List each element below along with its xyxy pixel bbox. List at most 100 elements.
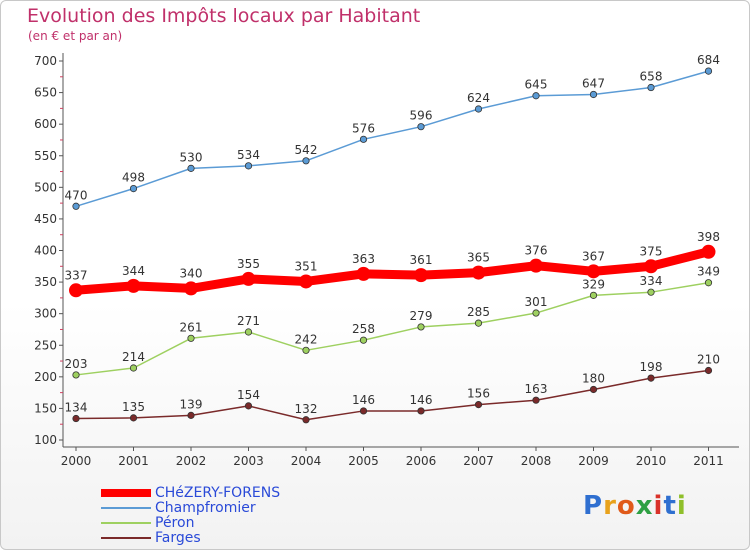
proxiti-logo: Proxiti [583,491,687,521]
y-tick-label: 650 [34,86,57,100]
data-label-0: 363 [352,252,375,266]
logo-letter: r [603,491,617,521]
data-label-1: 645 [525,78,548,92]
logo-letter: t [663,491,677,521]
data-label-1: 647 [582,76,605,90]
data-point-0 [241,271,256,286]
data-label-0: 375 [640,244,663,258]
data-point-3 [302,416,310,424]
data-point-1 [704,67,713,75]
data-label-3: 139 [180,397,203,411]
data-label-3: 198 [640,360,663,374]
data-label-2: 203 [65,357,88,371]
data-point-0 [69,283,83,298]
data-label-1: 470 [65,188,88,202]
data-label-3: 146 [352,393,375,407]
data-label-2: 334 [640,274,663,288]
data-point-3 [532,396,540,404]
data-label-0: 367 [582,249,605,263]
x-tick-label: 2003 [233,454,264,468]
data-label-3: 135 [122,400,145,414]
data-point-3 [129,414,138,422]
data-point-1 [532,92,540,100]
data-label-1: 596 [410,109,433,123]
x-tick-label: 2010 [636,454,667,468]
data-label-3: 134 [65,401,88,415]
x-tick-label: 2000 [61,454,92,468]
data-label-2: 271 [237,314,260,328]
data-point-3 [474,401,483,409]
legend-label-champfromier: Champfromier [155,500,256,516]
data-label-0: 351 [295,259,318,273]
x-tick-label: 2006 [406,454,437,468]
data-label-0: 361 [410,253,433,267]
data-label-1: 624 [467,91,490,105]
data-label-1: 684 [697,53,720,67]
data-point-3 [72,414,80,423]
x-tick-label: 2009 [578,454,609,468]
data-point-2 [647,288,655,296]
data-label-1: 576 [352,121,375,135]
data-label-3: 180 [582,371,605,385]
data-point-2 [474,319,483,327]
data-label-3: 156 [467,387,490,401]
data-label-3: 154 [237,388,260,402]
data-label-1: 498 [122,171,145,185]
data-label-2: 242 [295,332,318,346]
legend-swatch-farges [101,537,151,539]
data-point-0 [299,274,313,289]
x-tick-label: 2008 [521,454,552,468]
y-tick-label: 150 [34,401,57,415]
data-point-1 [129,184,138,193]
data-point-2 [302,346,310,354]
data-label-2: 285 [467,305,490,319]
data-label-2: 214 [122,350,145,364]
data-point-3 [417,407,425,415]
data-label-0: 376 [525,244,548,258]
y-tick-label: 300 [34,307,57,321]
data-label-0: 355 [237,257,260,271]
legend-swatch-peron [101,522,151,524]
data-point-3 [187,411,195,419]
data-label-1: 658 [640,70,663,84]
data-point-2 [704,279,713,287]
series-line-1 [75,70,710,208]
data-point-1 [359,135,368,143]
y-tick-label: 450 [34,212,57,226]
logo-letter: i [653,491,664,521]
logo-letter: P [583,491,604,521]
data-point-2 [589,291,598,299]
data-point-0 [126,278,141,293]
x-tick-label: 2001 [118,454,149,468]
data-point-0 [356,266,371,281]
data-point-1 [589,90,598,99]
data-point-1 [417,123,425,131]
data-point-2 [129,364,138,372]
data-point-3 [359,407,368,415]
legend-label-chezery: CHéZERY-FORENS [155,485,281,501]
x-tick-label: 2011 [693,454,724,468]
data-point-3 [647,374,655,382]
x-tick-label: 2005 [348,454,379,468]
legend-swatch-chezery [101,489,151,497]
data-label-3: 163 [525,382,548,396]
series-line-3 [75,369,710,421]
data-label-2: 261 [180,320,203,334]
data-label-3: 146 [410,393,433,407]
x-tick-label: 2004 [291,454,322,468]
y-tick-label: 400 [34,244,57,258]
data-label-0: 344 [122,264,145,278]
x-tick-label: 2002 [176,454,207,468]
data-point-1 [647,83,655,92]
data-point-3 [589,385,598,394]
data-label-0: 340 [180,266,203,280]
data-point-2 [72,371,80,379]
data-label-3: 210 [697,353,720,367]
data-point-2 [417,323,425,331]
data-point-0 [414,268,428,283]
data-point-1 [244,162,253,170]
data-point-1 [187,164,195,172]
data-point-1 [72,202,80,210]
logo-letter: o [616,491,636,521]
data-label-1: 534 [237,148,260,162]
